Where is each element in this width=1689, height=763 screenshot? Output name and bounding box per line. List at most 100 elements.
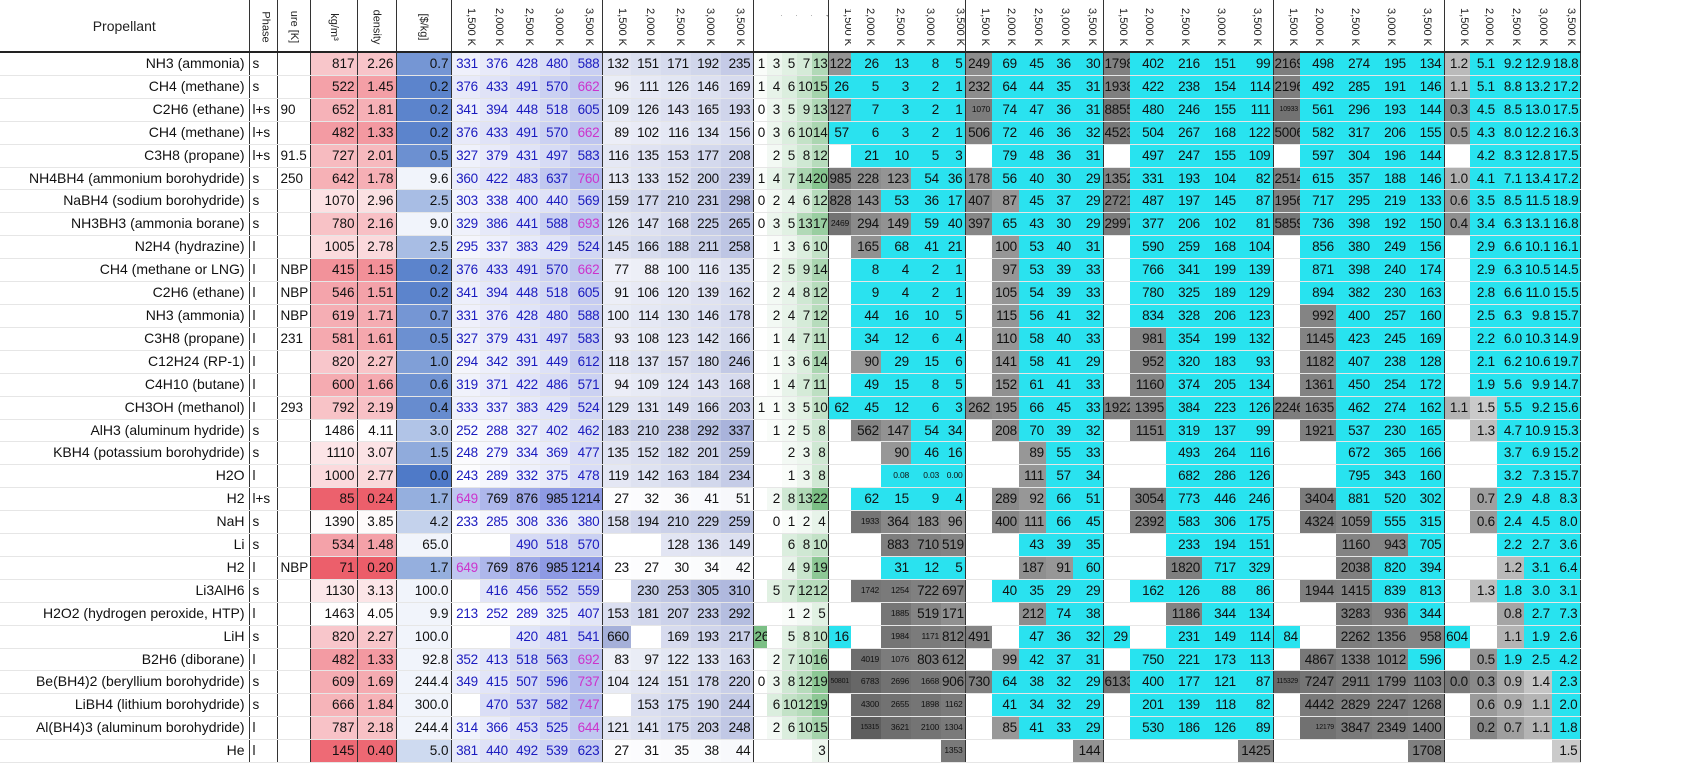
isp-cell[interactable]: 497 (540, 327, 570, 351)
g7-cell[interactable]: 3404 (1300, 487, 1336, 512)
g4-cell[interactable]: 3 (941, 396, 966, 420)
g4-cell[interactable]: 1353 (941, 739, 966, 763)
cost-cell[interactable]: 0.5 (396, 327, 452, 351)
density-cell[interactable]: 85 (310, 487, 358, 512)
g5-cell[interactable]: 32 (1073, 625, 1104, 649)
g7-cell[interactable]: 3283 (1336, 602, 1372, 626)
temperature-cell[interactable] (277, 625, 311, 649)
g7-cell[interactable]: 407 (1336, 350, 1372, 374)
temperature-cell[interactable] (277, 510, 311, 535)
g5-cell[interactable] (965, 373, 992, 397)
g4-cell[interactable]: 15 (881, 487, 911, 512)
isp-cell[interactable]: 692 (570, 648, 603, 672)
g4-cell[interactable] (828, 487, 851, 512)
rel-density-cell[interactable]: 1.81 (357, 98, 397, 122)
g8-cell[interactable]: 13.1 (1524, 212, 1552, 237)
g4-cell[interactable] (828, 144, 851, 168)
vel-cell[interactable]: 23 (602, 556, 631, 580)
g6-cell[interactable]: 231 (1166, 625, 1202, 649)
g8-cell[interactable]: 4.5 (1524, 510, 1552, 535)
g8-cell[interactable] (1470, 533, 1497, 557)
isp-cell[interactable]: 583 (570, 144, 603, 168)
g5-cell[interactable]: 36 (1046, 121, 1073, 145)
g6-cell[interactable]: 446 (1202, 487, 1238, 512)
vel-cell[interactable]: 188 (661, 235, 691, 260)
isp-cell[interactable]: 366 (480, 716, 510, 741)
vel-cell[interactable]: 235 (721, 52, 754, 76)
g4-cell[interactable]: 1254 (881, 579, 911, 603)
g7-cell[interactable]: 146 (1408, 167, 1445, 191)
g5-cell[interactable]: 37 (1046, 189, 1073, 214)
propellant-name[interactable]: C3H8 (propane) (0, 327, 250, 351)
vel-cell[interactable]: 151 (631, 52, 661, 76)
g5-cell[interactable]: 40 (1046, 235, 1073, 260)
rel-density-cell[interactable]: 3.07 (357, 441, 397, 466)
rel-density-cell[interactable]: 1.84 (357, 693, 397, 718)
g6-cell[interactable] (1103, 373, 1130, 397)
g4-cell[interactable]: 906 (941, 670, 966, 695)
g6-cell[interactable]: 717 (1202, 556, 1238, 580)
vel-cell[interactable]: 149 (721, 533, 754, 557)
phase-cell[interactable]: l (249, 281, 278, 305)
g5-cell[interactable]: 187 (1019, 556, 1046, 580)
g3-cell[interactable]: 4 (782, 373, 797, 397)
g5-cell[interactable]: 31 (1073, 648, 1104, 672)
vel-cell[interactable]: 116 (602, 144, 631, 168)
phase-cell[interactable]: l (249, 258, 278, 283)
g3-cell[interactable]: 12 (797, 579, 812, 603)
g5-cell[interactable]: 56 (992, 167, 1019, 191)
g3-cell[interactable] (767, 739, 782, 763)
g7-cell[interactable]: 7247 (1300, 670, 1336, 695)
g5-cell[interactable]: 60 (1073, 556, 1104, 580)
g6-cell[interactable]: 87 (1238, 189, 1274, 214)
g7-cell[interactable]: 315 (1408, 510, 1445, 535)
g3-cell[interactable]: 8 (797, 625, 812, 649)
g3-cell[interactable] (753, 327, 767, 351)
g8-cell[interactable]: 6.6 (1497, 235, 1524, 260)
vel-cell[interactable] (602, 579, 631, 603)
col-g6-2-header[interactable]: 2,000 K (1130, 0, 1166, 53)
phase-cell[interactable]: l (249, 464, 278, 489)
g4-cell[interactable]: 1933 (851, 510, 881, 535)
vel-cell[interactable]: 178 (691, 670, 721, 695)
g3-cell[interactable]: 3 (782, 350, 797, 374)
g3-cell[interactable]: 15 (812, 75, 829, 99)
vel-cell[interactable]: 156 (721, 121, 754, 145)
g4-cell[interactable]: 0.08 (881, 464, 911, 489)
g5-cell[interactable] (992, 739, 1019, 763)
g6-cell[interactable]: 129 (1238, 281, 1274, 305)
isp-cell[interactable]: 662 (570, 121, 603, 145)
g3-cell[interactable] (753, 350, 767, 374)
vel-cell[interactable]: 136 (691, 533, 721, 557)
g4-cell[interactable]: 5 (941, 556, 966, 580)
g5-cell[interactable]: 33 (1046, 716, 1073, 741)
vel-cell[interactable]: 166 (631, 235, 661, 260)
g8-cell[interactable]: 17.5 (1552, 144, 1581, 168)
g7-cell[interactable]: 1708 (1408, 739, 1445, 763)
g5-cell[interactable]: 39 (1046, 258, 1073, 283)
g7-cell[interactable]: 254 (1372, 373, 1408, 397)
g3-cell[interactable] (753, 304, 767, 328)
g5-cell[interactable]: 58 (1019, 350, 1046, 374)
col-g5-5-header[interactable]: 3,500 K (1073, 0, 1104, 53)
isp-cell[interactable]: 376 (480, 52, 510, 76)
g8-cell[interactable]: 1.9 (1470, 373, 1497, 397)
vel-cell[interactable]: 177 (631, 189, 661, 214)
g4-cell[interactable]: 228 (851, 167, 881, 191)
temperature-cell[interactable]: NBP (277, 556, 311, 580)
g5-cell[interactable]: 105 (992, 281, 1019, 305)
g8-cell[interactable]: 4.8 (1524, 487, 1552, 512)
g4-cell[interactable] (911, 739, 941, 763)
g8-cell[interactable] (1470, 441, 1497, 466)
g7-cell[interactable]: 174 (1408, 258, 1445, 283)
g8-cell[interactable] (1444, 441, 1470, 466)
g5-cell[interactable]: 35 (1073, 533, 1104, 557)
vel-cell[interactable]: 94 (602, 373, 631, 397)
g7-cell[interactable]: 582 (1300, 121, 1336, 145)
g7-cell[interactable] (1273, 693, 1300, 718)
g4-cell[interactable]: 2 (911, 258, 941, 283)
g3-cell[interactable] (753, 510, 767, 535)
g5-cell[interactable]: 79 (992, 144, 1019, 168)
g8-cell[interactable] (1444, 510, 1470, 535)
g3-cell[interactable]: 5 (782, 98, 797, 122)
